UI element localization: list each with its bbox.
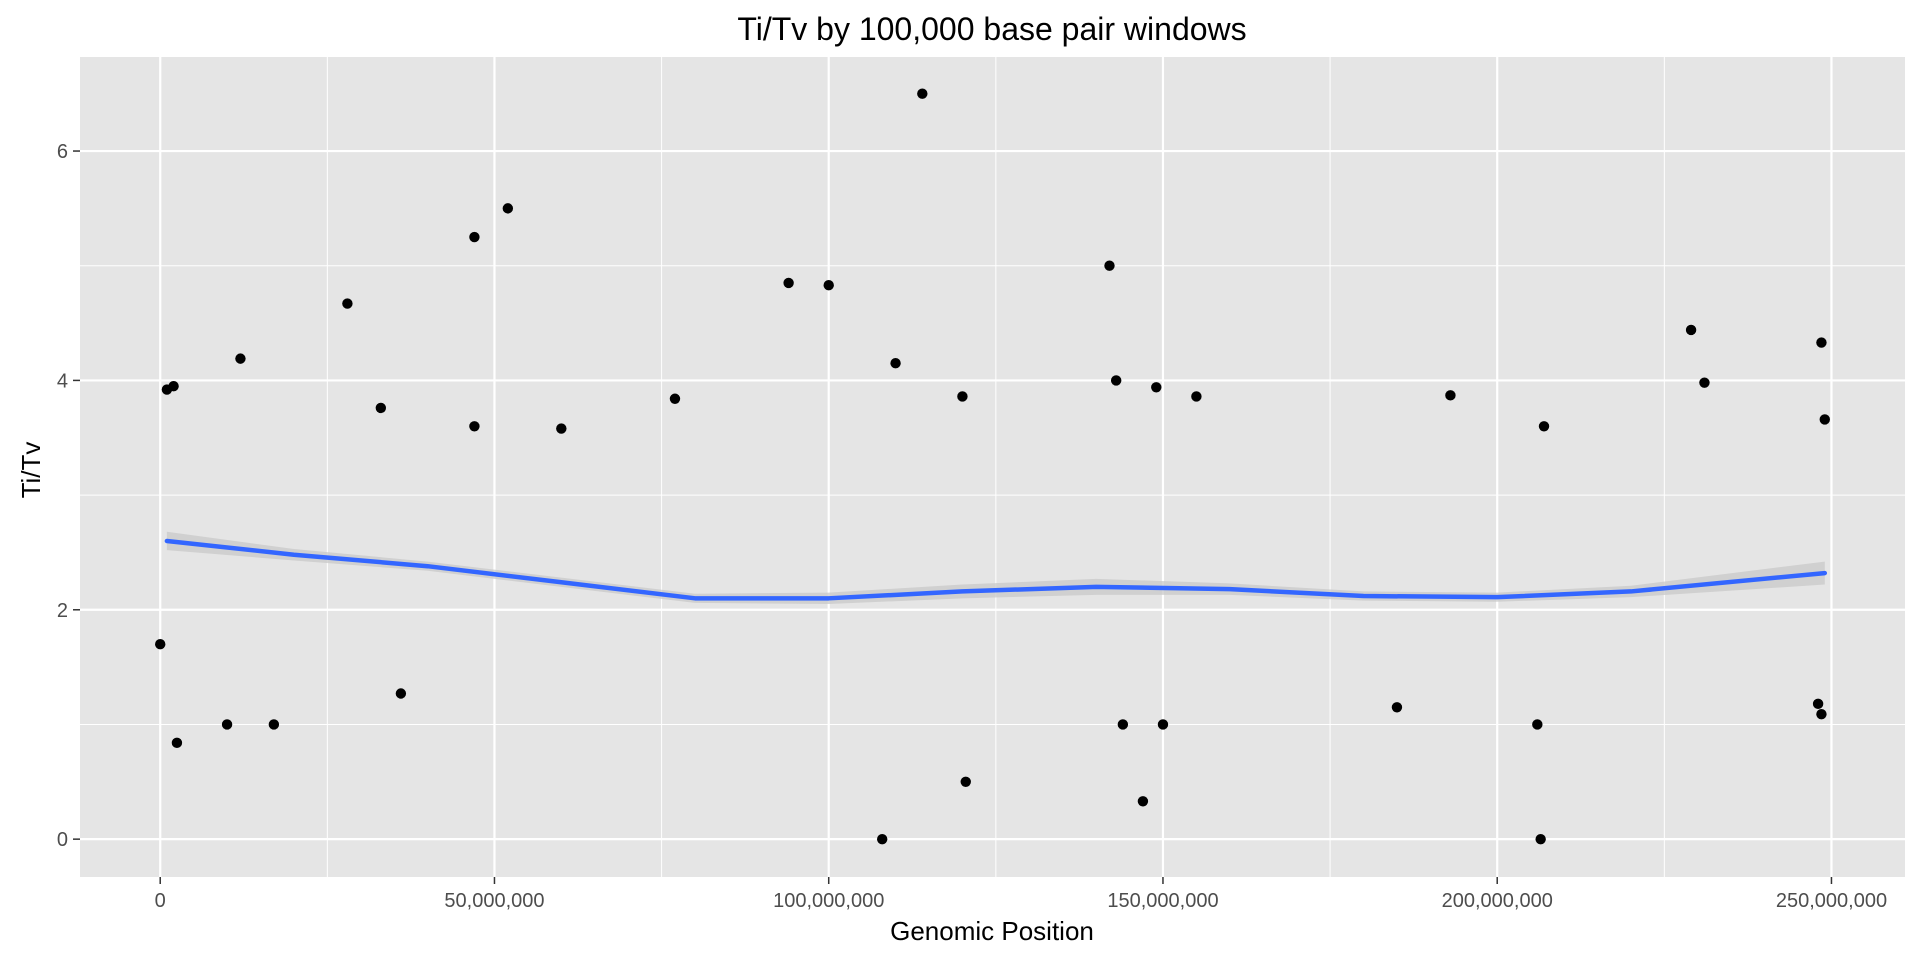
panel-background — [80, 57, 1905, 877]
data-point — [1445, 390, 1456, 401]
data-point — [1117, 719, 1129, 730]
y-tick-label: 2 — [57, 600, 68, 622]
data-point — [221, 719, 233, 730]
data-point — [1157, 719, 1169, 730]
data-point — [1819, 414, 1830, 425]
data-point — [957, 391, 968, 402]
chart-title: Ti/Tv by 100,000 base pair windows — [737, 11, 1246, 47]
data-points — [155, 88, 1830, 845]
data-point — [375, 402, 387, 414]
data-point — [1532, 719, 1543, 730]
x-tick-label: 250,000,000 — [1776, 890, 1887, 912]
data-point — [1816, 337, 1827, 348]
data-point — [1110, 375, 1122, 386]
data-point — [1137, 796, 1149, 807]
major-gridlines — [80, 57, 1905, 877]
y-tick-label: 6 — [57, 141, 68, 163]
data-point — [917, 88, 928, 99]
data-point — [783, 277, 794, 289]
x-tick-label: 100,000,000 — [773, 890, 884, 912]
data-point — [155, 638, 166, 650]
loess-line — [164, 538, 1828, 601]
y-tick-label: 4 — [57, 370, 68, 392]
data-point — [1699, 377, 1710, 388]
data-point — [1151, 382, 1162, 393]
data-point — [890, 358, 901, 369]
x-axis-title: Genomic Position — [890, 916, 1094, 946]
data-point — [502, 203, 514, 214]
data-point — [469, 421, 480, 432]
data-point — [669, 393, 681, 404]
x-tick-label: 50,000,000 — [444, 890, 544, 912]
plot-panel — [80, 57, 1905, 877]
data-point — [342, 298, 353, 309]
x-tick-label: 200,000,000 — [1442, 890, 1553, 912]
data-point — [1538, 421, 1550, 432]
x-tick-label: 150,000,000 — [1107, 890, 1218, 912]
data-point — [1816, 708, 1827, 720]
data-point — [268, 719, 280, 730]
data-point — [960, 776, 971, 788]
data-point — [1812, 698, 1824, 710]
data-point — [1391, 702, 1403, 713]
data-point — [235, 353, 246, 364]
minor-gridlines — [80, 57, 1905, 877]
data-point — [1685, 324, 1697, 336]
data-point — [168, 380, 179, 392]
x-tick-label: 0 — [155, 890, 166, 912]
y-tick-label: 0 — [57, 829, 68, 851]
data-point — [1104, 260, 1115, 271]
data-point — [171, 737, 183, 749]
data-point — [395, 688, 407, 699]
data-point — [876, 833, 888, 845]
y-axis-title: Ti/Tv — [16, 442, 46, 499]
data-point — [1535, 833, 1546, 845]
smooth-trend-line — [164, 538, 1828, 601]
data-point — [556, 423, 567, 434]
data-point — [823, 280, 834, 291]
data-point — [1191, 391, 1202, 402]
x-axis: 0 50,000,000 100,000,000 150,000,000 200,000… — [155, 877, 1887, 912]
y-axis: 0 2 4 6 — [57, 141, 80, 851]
data-point — [469, 231, 480, 243]
